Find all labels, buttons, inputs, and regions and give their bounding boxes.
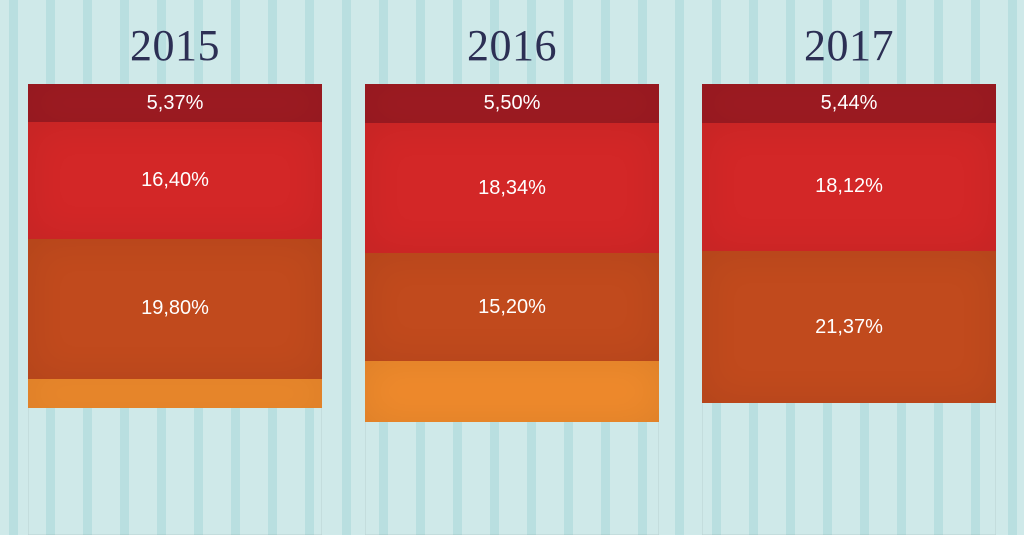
stacked-bar: 5,37% 16,40% 19,80% xyxy=(28,84,322,535)
year-column: 2017 5,44% 18,12% 21,37% xyxy=(702,0,996,535)
stacked-bar: 5,44% 18,12% 21,37% xyxy=(702,84,996,535)
segment-value-label: 16,40% xyxy=(141,169,209,192)
bar-segment: 21,37% xyxy=(702,251,996,403)
bar-segment xyxy=(365,361,659,421)
bar-segment: 19,80% xyxy=(28,239,322,380)
segment-value-label: 5,44% xyxy=(821,92,878,115)
segment-value-label: 19,80% xyxy=(141,297,209,320)
segment-value-label: 21,37% xyxy=(815,316,883,339)
year-label: 2017 xyxy=(804,0,894,84)
segment-value-label: 15,20% xyxy=(478,296,546,319)
year-label: 2015 xyxy=(130,0,220,84)
segment-value-label: 18,34% xyxy=(478,177,546,200)
bar-segment: 16,40% xyxy=(28,122,322,238)
bar-segment: 18,34% xyxy=(365,123,659,253)
bar-segment: 18,12% xyxy=(702,123,996,252)
chart-canvas: 2015 5,37% 16,40% 19,80% 2016 5,50% 18,34% 15,2… xyxy=(0,0,1024,535)
bar-segment: 15,20% xyxy=(365,253,659,361)
segment-value-label: 5,37% xyxy=(147,92,204,115)
bar-segment: 5,44% xyxy=(702,84,996,123)
year-column: 2016 5,50% 18,34% 15,20% xyxy=(365,0,659,535)
bar-segment: 5,50% xyxy=(365,84,659,123)
segment-value-label: 18,12% xyxy=(815,175,883,198)
bar-segment: 5,37% xyxy=(28,84,322,122)
columns-container: 2015 5,37% 16,40% 19,80% 2016 5,50% 18,34% 15,2… xyxy=(0,0,1024,535)
segment-value-label: 5,50% xyxy=(484,92,541,115)
stacked-bar: 5,50% 18,34% 15,20% xyxy=(365,84,659,535)
year-column: 2015 5,37% 16,40% 19,80% xyxy=(28,0,322,535)
year-label: 2016 xyxy=(467,0,557,84)
bar-segment xyxy=(28,379,322,407)
